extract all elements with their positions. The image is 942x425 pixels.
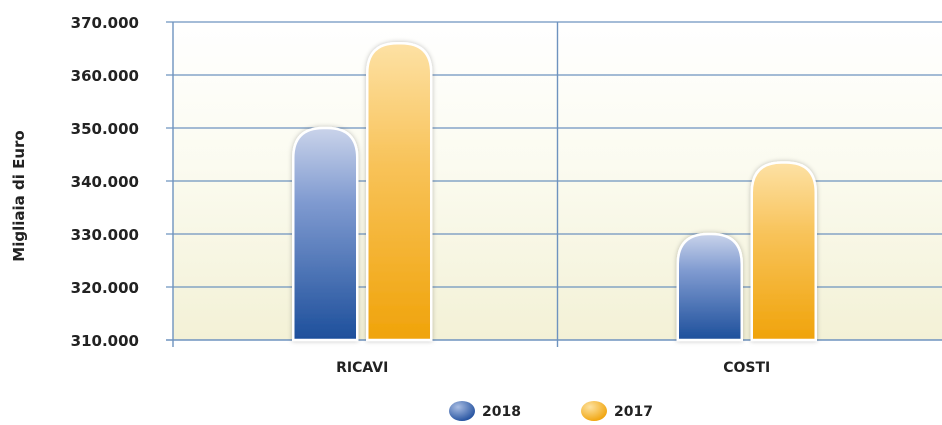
bar-costi-2017 bbox=[750, 161, 817, 342]
y-tick-label: 350.000 bbox=[71, 120, 139, 138]
legend-label-2017: 2017 bbox=[614, 404, 653, 420]
y-tick-label: 370.000 bbox=[71, 14, 139, 32]
legend-swatch-2017 bbox=[581, 401, 607, 421]
y-tick-label: 310.000 bbox=[71, 332, 139, 350]
x-axis-categories: RICAVI COSTI bbox=[336, 360, 770, 376]
y-tick-label: 320.000 bbox=[71, 279, 139, 297]
legend: 2018 2017 bbox=[449, 401, 653, 421]
y-tick-label: 360.000 bbox=[71, 67, 139, 85]
bar-ricavi-2018 bbox=[292, 126, 359, 342]
y-tick-label: 340.000 bbox=[71, 173, 139, 191]
category-label-ricavi: RICAVI bbox=[336, 360, 388, 376]
legend-label-2018: 2018 bbox=[482, 404, 521, 420]
y-axis-ticks: 310.000 320.000 330.000 340.000 350.000 360.0… bbox=[71, 14, 139, 350]
bar-ricavi-2017 bbox=[366, 41, 433, 342]
y-axis-label: Migliaia di Euro bbox=[10, 130, 28, 261]
y-tick-label: 330.000 bbox=[71, 226, 139, 244]
bars bbox=[292, 41, 817, 342]
legend-swatch-2018 bbox=[449, 401, 475, 421]
category-label-costi: COSTI bbox=[723, 360, 770, 376]
bar-costi-2018 bbox=[676, 232, 743, 342]
